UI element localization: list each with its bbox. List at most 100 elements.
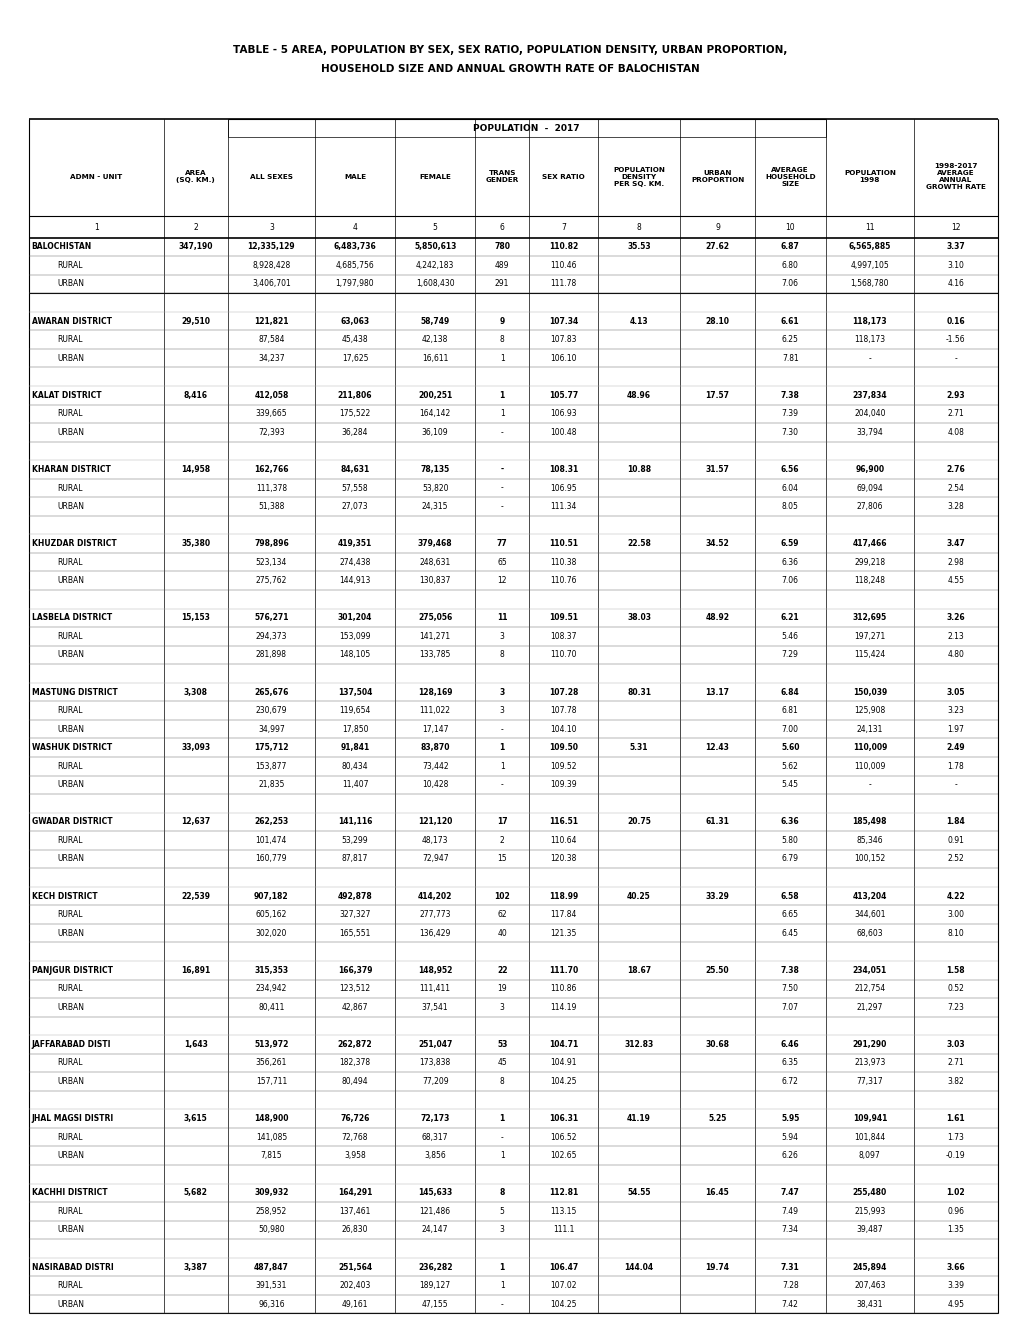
- Text: 72,947: 72,947: [422, 854, 448, 863]
- Text: 42,867: 42,867: [341, 1003, 368, 1012]
- Text: 301,204: 301,204: [337, 614, 372, 622]
- Text: 109.50: 109.50: [548, 743, 578, 752]
- Text: 1,643: 1,643: [183, 1040, 208, 1049]
- Text: 391,531: 391,531: [256, 1282, 286, 1290]
- Text: 106.31: 106.31: [548, 1114, 578, 1123]
- Text: 17,850: 17,850: [341, 725, 368, 734]
- Text: 6.61: 6.61: [781, 317, 799, 326]
- Text: 45: 45: [497, 1059, 506, 1068]
- Text: 8,928,428: 8,928,428: [252, 261, 290, 269]
- Text: 513,972: 513,972: [254, 1040, 288, 1049]
- Text: 6.87: 6.87: [780, 243, 799, 251]
- Text: 40: 40: [497, 929, 506, 937]
- Text: 4.80: 4.80: [947, 651, 963, 660]
- Text: 7.07: 7.07: [781, 1003, 798, 1012]
- Text: 576,271: 576,271: [254, 614, 288, 622]
- Text: 119,654: 119,654: [339, 706, 370, 715]
- Text: 281,898: 281,898: [256, 651, 286, 660]
- Text: 80,411: 80,411: [258, 1003, 284, 1012]
- Text: 309,932: 309,932: [254, 1188, 288, 1197]
- Text: 1,568,780: 1,568,780: [850, 280, 889, 289]
- Text: 8,097: 8,097: [858, 1151, 879, 1160]
- Text: 258,952: 258,952: [256, 1206, 286, 1216]
- Text: 27,806: 27,806: [856, 502, 882, 511]
- Text: 141,271: 141,271: [419, 632, 450, 642]
- Text: 291: 291: [494, 280, 508, 289]
- Text: RURAL: RURAL: [57, 1133, 83, 1142]
- Text: 419,351: 419,351: [337, 539, 372, 548]
- Text: 3.28: 3.28: [947, 502, 963, 511]
- Text: 34,237: 34,237: [258, 354, 284, 363]
- Text: RURAL: RURAL: [57, 483, 83, 492]
- Text: 120.38: 120.38: [549, 854, 576, 863]
- Text: 3,615: 3,615: [183, 1114, 208, 1123]
- Text: 4.55: 4.55: [947, 577, 963, 585]
- Text: 118,173: 118,173: [852, 317, 887, 326]
- Text: NASIRABAD DISTRI: NASIRABAD DISTRI: [32, 1262, 113, 1271]
- Text: 12,637: 12,637: [181, 817, 210, 826]
- Text: 3.23: 3.23: [947, 706, 963, 715]
- Text: 148,900: 148,900: [254, 1114, 288, 1123]
- Text: 153,099: 153,099: [339, 632, 370, 642]
- Text: 19.74: 19.74: [705, 1262, 729, 1271]
- Text: 35,380: 35,380: [181, 539, 210, 548]
- Text: 1.02: 1.02: [946, 1188, 964, 1197]
- Text: 115,424: 115,424: [853, 651, 884, 660]
- Text: 3,406,701: 3,406,701: [252, 280, 290, 289]
- Text: 3.82: 3.82: [947, 1077, 963, 1086]
- Text: 4,242,183: 4,242,183: [416, 261, 453, 269]
- Text: URBAN: URBAN: [57, 1151, 84, 1160]
- Text: 125,908: 125,908: [853, 706, 884, 715]
- Text: 4.08: 4.08: [947, 428, 963, 437]
- Text: 22: 22: [496, 966, 506, 974]
- Text: SEX RATIO: SEX RATIO: [541, 174, 584, 180]
- Text: 487,847: 487,847: [254, 1262, 288, 1271]
- Text: 5: 5: [432, 223, 437, 231]
- Text: 4,997,105: 4,997,105: [850, 261, 889, 269]
- Text: 2.76: 2.76: [946, 465, 964, 474]
- Text: 6.21: 6.21: [781, 614, 799, 622]
- Text: 109,941: 109,941: [852, 1114, 887, 1123]
- Text: 68,317: 68,317: [422, 1133, 448, 1142]
- Text: 265,676: 265,676: [254, 688, 288, 697]
- Text: 189,127: 189,127: [419, 1282, 450, 1290]
- Text: 110.82: 110.82: [548, 243, 578, 251]
- Text: 118,173: 118,173: [854, 335, 884, 345]
- Text: 15,153: 15,153: [181, 614, 210, 622]
- Text: -0.19: -0.19: [945, 1151, 965, 1160]
- Text: 2.93: 2.93: [946, 391, 964, 400]
- Text: 356,261: 356,261: [256, 1059, 286, 1068]
- Text: JHAL MAGSI DISTRI: JHAL MAGSI DISTRI: [32, 1114, 114, 1123]
- Text: 4.95: 4.95: [947, 1300, 963, 1308]
- Text: 5.94: 5.94: [781, 1133, 798, 1142]
- Text: 5.46: 5.46: [781, 632, 798, 642]
- Text: 7.42: 7.42: [781, 1300, 798, 1308]
- Text: 111.34: 111.34: [549, 502, 576, 511]
- Text: 102.65: 102.65: [549, 1151, 576, 1160]
- Text: 16,611: 16,611: [422, 354, 448, 363]
- Text: 6.58: 6.58: [781, 891, 799, 900]
- Text: 302,020: 302,020: [256, 929, 286, 937]
- Text: 11: 11: [496, 614, 506, 622]
- Text: 1998-2017
AVERAGE
ANNUAL
GROWTH RATE: 1998-2017 AVERAGE ANNUAL GROWTH RATE: [925, 164, 984, 190]
- Text: 1: 1: [94, 223, 99, 231]
- Text: 3.26: 3.26: [946, 614, 964, 622]
- Text: RURAL: RURAL: [57, 261, 83, 269]
- Text: 907,182: 907,182: [254, 891, 288, 900]
- Text: 182,378: 182,378: [339, 1059, 370, 1068]
- Text: 110.51: 110.51: [548, 539, 578, 548]
- Text: 3.39: 3.39: [947, 1282, 963, 1290]
- Text: 83,870: 83,870: [420, 743, 449, 752]
- Text: -: -: [500, 780, 503, 789]
- Text: 1.73: 1.73: [947, 1133, 963, 1142]
- Text: 291,290: 291,290: [852, 1040, 887, 1049]
- Text: 53,299: 53,299: [341, 836, 368, 845]
- Text: 6.81: 6.81: [782, 706, 798, 715]
- Text: HOUSEHOLD SIZE AND ANNUAL GROWTH RATE OF BALOCHISTAN: HOUSEHOLD SIZE AND ANNUAL GROWTH RATE OF…: [320, 63, 699, 74]
- Text: 49,161: 49,161: [341, 1300, 368, 1308]
- Text: 1: 1: [499, 1151, 504, 1160]
- Text: 36,109: 36,109: [422, 428, 448, 437]
- Text: 251,564: 251,564: [337, 1262, 372, 1271]
- Text: RURAL: RURAL: [57, 985, 83, 994]
- Text: 24,147: 24,147: [422, 1225, 448, 1234]
